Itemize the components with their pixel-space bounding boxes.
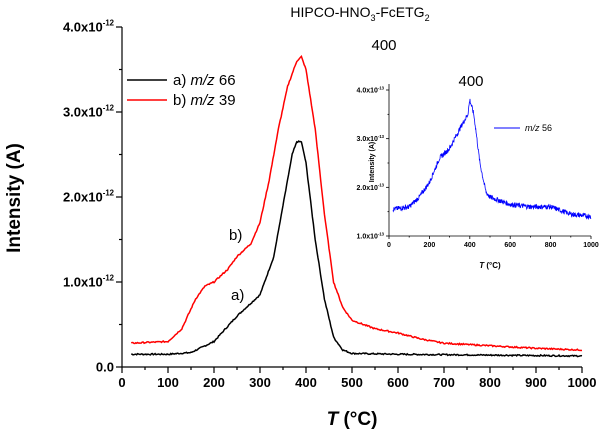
- x-tick-label: 200: [424, 242, 436, 249]
- x-tick-label: 1000: [568, 375, 597, 390]
- x-axis-label: T (°C): [327, 409, 378, 430]
- peak-label: 400: [371, 37, 396, 54]
- x-tick-label: 500: [341, 375, 363, 390]
- y-tick-label: 1.0x10-13: [357, 231, 385, 240]
- inset-plot: 0 200 400 600 800 1000 1.0x10-13 2.0x10-13 3.0x1…: [357, 84, 599, 249]
- y-tick-label: 0.0: [96, 360, 114, 375]
- y-axis-label: Intensity (A): [4, 143, 25, 253]
- curve-b-label: b): [229, 227, 242, 244]
- inset-legend-label: m/z 56: [525, 123, 552, 133]
- inset-y-axis-label: Intensity (A): [369, 142, 376, 182]
- x-tick-label: 600: [504, 242, 516, 249]
- inset-peak-label: 400: [458, 73, 483, 90]
- x-tick-label: 400: [464, 242, 476, 249]
- legend-label-b: b) m/z 39: [173, 92, 236, 109]
- x-tick-label: 300: [249, 375, 271, 390]
- y-tick-label: 1.0x10-12: [63, 274, 115, 290]
- x-tick-label: 0: [118, 375, 125, 390]
- x-tick-label: 700: [433, 375, 455, 390]
- curve-a-label: a): [231, 287, 244, 304]
- series-line-1: [131, 140, 583, 358]
- series-line-1: [392, 98, 592, 221]
- x-tick-label: 0: [387, 242, 391, 249]
- y-tick-label: 2.0x10-12: [63, 189, 115, 205]
- x-tick-label: 100: [157, 375, 179, 390]
- y-tick-label: 4.0x10-12: [63, 19, 115, 35]
- main-plot: 0 100 200 300 400 500 600 700 800 900 1000 0.0 1.0x1…: [63, 19, 597, 390]
- y-tick-label: 3.0x10-13: [357, 134, 385, 143]
- inset-legend: m/z 56: [494, 123, 552, 133]
- series-line-2: [130, 55, 583, 352]
- inset-x-axis-label: T (°C): [479, 261, 501, 270]
- legend-label-a: a) m/z 66: [173, 72, 236, 89]
- x-tick-label: 1000: [583, 242, 599, 249]
- y-tick-label: 3.0x10-12: [63, 104, 115, 120]
- y-tick-label: 4.0x10-13: [357, 85, 385, 94]
- x-tick-label: 800: [479, 375, 501, 390]
- x-tick-label: 400: [295, 375, 317, 390]
- x-tick-label: 200: [203, 375, 225, 390]
- y-tick-label: 2.0x10-13: [357, 183, 385, 192]
- chart-title: HIPCO-HNO3-FcETG2: [290, 4, 429, 23]
- x-tick-label: 900: [525, 375, 547, 390]
- legend: a) m/z 66 b) m/z 39: [127, 72, 236, 109]
- x-tick-label: 600: [387, 375, 409, 390]
- x-tick-label: 800: [545, 242, 557, 249]
